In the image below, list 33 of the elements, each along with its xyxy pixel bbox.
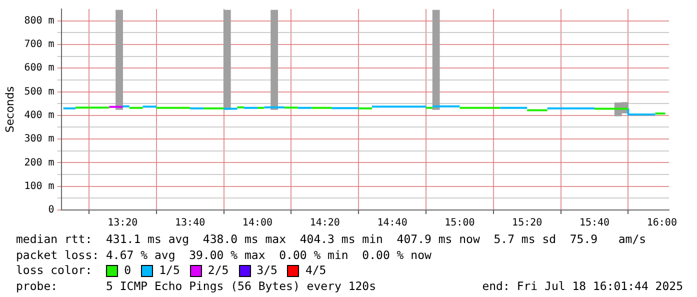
x-tick-label: 14:20: [310, 218, 340, 229]
legend-label: 4/5: [305, 263, 326, 278]
legend-label: 1/5: [159, 263, 180, 278]
x-tick-label: 13:40: [175, 218, 206, 229]
y-tick-label: 400 m: [24, 110, 54, 122]
y-tick-label: 0: [48, 204, 54, 216]
bar: [270, 10, 278, 110]
y-tick-label: 600 m: [24, 62, 54, 74]
text: end: Fri Jul 18 16:01:44 2025: [482, 278, 683, 294]
text: packet loss: 4.67 % avg 39.00 % max 0.00 % min 0.00 % now: [16, 248, 432, 263]
legend-label: 0: [124, 263, 132, 278]
y-tick-label: 300 m: [24, 134, 54, 145]
x-tick-label: 14:00: [242, 218, 273, 229]
x-tick-label: 15:40: [579, 218, 610, 229]
bar: [432, 10, 440, 110]
x-tick-label: 15:20: [512, 218, 542, 229]
x-tick-label: 16:00: [646, 218, 677, 229]
text: median rtt: 431.1 ms avg 438.0 ms max 404.3 ms min 407.9 ms now 5.7 ms sd 75.9 am/s: [16, 232, 648, 248]
y-tick-label: 800 m: [24, 15, 54, 26]
text: probe: 5 ICMP Echo Pings (56 Bytes) every 120s: [16, 278, 376, 294]
legend-title: loss color:: [16, 263, 92, 278]
y-axis-title: Seconds: [3, 86, 16, 133]
x-tick-label: 14:40: [377, 218, 408, 229]
y-tick-label: 500 m: [24, 86, 54, 98]
y-tick-label: 100 m: [24, 180, 54, 192]
x-tick-label: 13:20: [108, 218, 138, 229]
x-tick-label: 15:00: [444, 218, 475, 229]
bar: [116, 10, 123, 110]
legend-label: 2/5: [208, 263, 229, 278]
y-tick-label: 200 m: [24, 157, 54, 168]
y-tick-label: 700 m: [24, 39, 54, 50]
legend-label: 3/5: [256, 263, 278, 278]
bar: [223, 10, 231, 110]
